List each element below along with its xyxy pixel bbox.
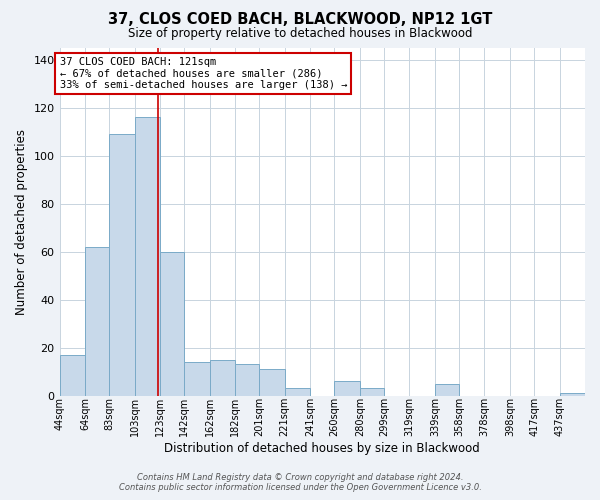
Y-axis label: Number of detached properties: Number of detached properties <box>15 128 28 314</box>
Text: 37 CLOS COED BACH: 121sqm
← 67% of detached houses are smaller (286)
33% of semi: 37 CLOS COED BACH: 121sqm ← 67% of detac… <box>59 57 347 90</box>
Bar <box>285 388 310 396</box>
Bar <box>209 360 235 396</box>
Text: Contains HM Land Registry data © Crown copyright and database right 2024.
Contai: Contains HM Land Registry data © Crown c… <box>119 473 481 492</box>
Bar <box>334 382 360 396</box>
X-axis label: Distribution of detached houses by size in Blackwood: Distribution of detached houses by size … <box>164 442 480 455</box>
Bar <box>435 384 459 396</box>
Bar <box>360 388 384 396</box>
Bar <box>184 362 209 396</box>
Bar <box>235 364 259 396</box>
Bar <box>259 370 285 396</box>
Bar <box>560 394 585 396</box>
Text: 37, CLOS COED BACH, BLACKWOOD, NP12 1GT: 37, CLOS COED BACH, BLACKWOOD, NP12 1GT <box>108 12 492 28</box>
Bar <box>160 252 184 396</box>
Bar <box>59 355 85 396</box>
Bar <box>134 117 160 396</box>
Bar <box>85 247 109 396</box>
Text: Size of property relative to detached houses in Blackwood: Size of property relative to detached ho… <box>128 28 472 40</box>
Bar <box>109 134 134 396</box>
